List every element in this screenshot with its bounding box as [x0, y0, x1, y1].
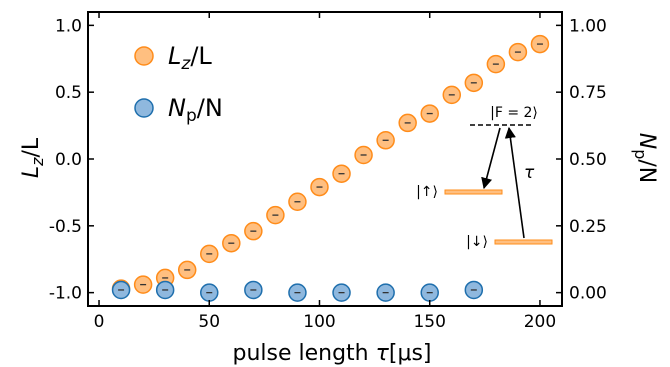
y-right-tick-label: 0.50 — [569, 150, 607, 170]
level-diagram-inset: |F = 2⟩ |↑⟩ |↓⟩ τ — [416, 105, 553, 250]
data-layer — [111, 34, 550, 302]
y-left-tick-label: 1.0 — [55, 16, 82, 36]
x-tick-label: 100 — [303, 312, 335, 332]
y-left-tick-label: 0.0 — [55, 150, 82, 170]
y-axis-title-right: Np/N — [631, 133, 659, 184]
y-left-tick-label: 0.5 — [55, 83, 82, 103]
x-tick-label: 0 — [94, 312, 105, 332]
plot-frame — [87, 11, 563, 307]
y-left-tick-label: -0.5 — [49, 217, 82, 237]
y-axis-title-left: Lz/L — [19, 137, 47, 178]
arrow-down-transition — [481, 127, 501, 190]
axes: 0 50 100 150 200 -1.0 -0.5 0.0 0.5 1.0 0.00 0.25 0.5… — [49, 12, 607, 332]
legend-label-lz: Lz/L — [168, 42, 212, 74]
y-right-tick-label: 1.00 — [569, 16, 607, 36]
y-right-tick-label: 0.75 — [569, 83, 607, 103]
legend-label-np: Np/N — [168, 94, 223, 126]
state-label-down: |↓⟩ — [466, 234, 488, 250]
y-right-tick-label: 0.00 — [569, 284, 607, 304]
state-label-up: |↑⟩ — [416, 184, 438, 200]
y-left-tick-label: -1.0 — [49, 284, 82, 304]
x-tick-label: 150 — [413, 312, 445, 332]
legend: Lz/L Np/N — [134, 42, 223, 126]
state-label-f2: |F = 2⟩ — [490, 105, 538, 121]
tau-label: τ — [524, 163, 535, 183]
arrow-up-transition — [504, 126, 525, 239]
legend-marker-np — [134, 98, 154, 118]
legend-marker-lz — [134, 46, 154, 66]
level-down — [494, 239, 553, 245]
y-right-tick-label: 0.25 — [569, 217, 607, 237]
level-up — [444, 189, 503, 195]
x-tick-label: 50 — [198, 312, 220, 332]
x-tick-label: 200 — [524, 312, 556, 332]
x-axis-title: pulse length τ[μs] — [232, 341, 431, 366]
